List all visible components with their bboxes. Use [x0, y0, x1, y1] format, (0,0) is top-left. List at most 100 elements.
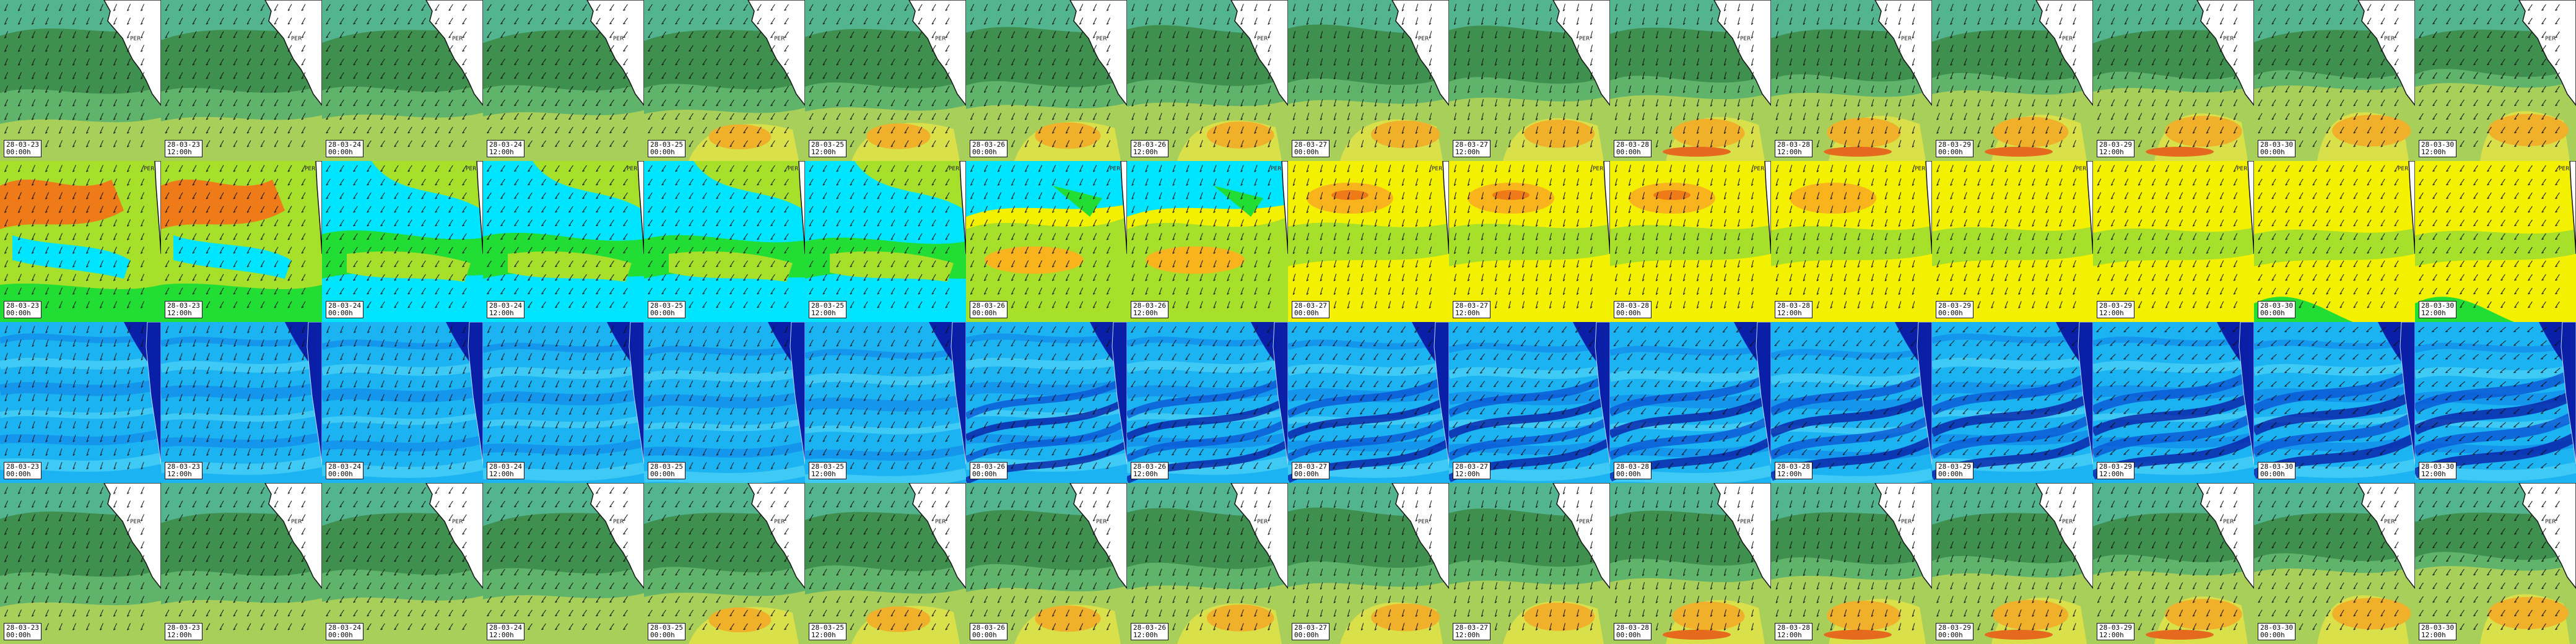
- forecast-tile[interactable]: PER 28-03-25 00:00h: [644, 483, 805, 644]
- forecast-tile[interactable]: PER 28-03-29 12:00h: [2093, 161, 2254, 322]
- timestamp-label: 28-03-30 12:00h: [2419, 623, 2456, 640]
- country-label: PER: [1915, 166, 1925, 172]
- forecast-tile[interactable]: 28-03-25 00:00h: [644, 322, 805, 483]
- forecast-tile[interactable]: PER 28-03-27 00:00h: [1288, 483, 1449, 644]
- country-label: PER: [613, 36, 624, 42]
- forecast-tile[interactable]: 28-03-28 12:00h: [1771, 322, 1932, 483]
- timestamp-date: 28-03-26: [972, 302, 1005, 310]
- forecast-tile[interactable]: PER 28-03-28 12:00h: [1771, 0, 1932, 161]
- timestamp-date: 28-03-26: [972, 141, 1005, 149]
- timestamp-label: 28-03-29 00:00h: [1936, 140, 1973, 157]
- forecast-tile[interactable]: PER 28-03-28 00:00h: [1610, 483, 1771, 644]
- forecast-tile[interactable]: PER 28-03-26 00:00h: [966, 161, 1127, 322]
- forecast-map: [0, 161, 161, 322]
- forecast-tile[interactable]: PER 28-03-23 12:00h: [161, 483, 322, 644]
- timestamp-date: 28-03-23: [6, 463, 39, 471]
- forecast-tile[interactable]: PER 28-03-25 12:00h: [805, 0, 966, 161]
- forecast-tile[interactable]: 28-03-25 12:00h: [805, 322, 966, 483]
- timestamp-date: 28-03-27: [1294, 463, 1327, 471]
- forecast-map: [483, 0, 644, 161]
- forecast-tile[interactable]: PER 28-03-23 00:00h: [0, 161, 161, 322]
- timestamp-time: 12:00h: [811, 149, 844, 156]
- forecast-tile[interactable]: PER 28-03-27 12:00h: [1449, 0, 1610, 161]
- forecast-tile[interactable]: PER 28-03-24 12:00h: [483, 483, 644, 644]
- timestamp-date: 28-03-30: [2421, 302, 2454, 310]
- timestamp-label: 28-03-30 00:00h: [2258, 623, 2295, 640]
- timestamp-label: 28-03-25 00:00h: [648, 462, 685, 479]
- forecast-tile[interactable]: 28-03-24 00:00h: [322, 322, 483, 483]
- forecast-tile[interactable]: PER 28-03-24 12:00h: [483, 0, 644, 161]
- forecast-map: [483, 161, 644, 322]
- forecast-tile[interactable]: 28-03-26 00:00h: [966, 322, 1127, 483]
- forecast-tile[interactable]: PER 28-03-29 00:00h: [1932, 161, 2093, 322]
- forecast-map: [1610, 0, 1771, 161]
- forecast-tile[interactable]: 28-03-27 12:00h: [1449, 322, 1610, 483]
- forecast-tile[interactable]: 28-03-29 12:00h: [2093, 322, 2254, 483]
- timestamp-date: 28-03-23: [167, 463, 200, 471]
- forecast-tile[interactable]: PER 28-03-28 00:00h: [1610, 161, 1771, 322]
- forecast-tile[interactable]: PER 28-03-24 00:00h: [322, 161, 483, 322]
- forecast-tile[interactable]: PER 28-03-26 00:00h: [966, 483, 1127, 644]
- forecast-tile[interactable]: PER 28-03-23 12:00h: [161, 0, 322, 161]
- timestamp-date: 28-03-27: [1455, 463, 1488, 471]
- forecast-tile[interactable]: 28-03-27 00:00h: [1288, 322, 1449, 483]
- timestamp-label: 28-03-30 00:00h: [2258, 301, 2295, 318]
- forecast-tile[interactable]: 28-03-26 12:00h: [1127, 322, 1288, 483]
- forecast-tile[interactable]: PER 28-03-25 12:00h: [805, 483, 966, 644]
- forecast-map: [1127, 483, 1288, 644]
- forecast-tile[interactable]: 28-03-23 00:00h: [0, 322, 161, 483]
- forecast-tile[interactable]: PER 28-03-27 12:00h: [1449, 161, 1610, 322]
- timestamp-time: 00:00h: [972, 310, 1005, 317]
- timestamp-label: 28-03-26 00:00h: [970, 462, 1007, 479]
- forecast-tile[interactable]: PER 28-03-29 00:00h: [1932, 483, 2093, 644]
- forecast-tile[interactable]: PER 28-03-30 12:00h: [2415, 161, 2576, 322]
- forecast-tile[interactable]: PER 28-03-27 00:00h: [1288, 161, 1449, 322]
- forecast-tile[interactable]: PER 28-03-23 12:00h: [161, 161, 322, 322]
- forecast-tile[interactable]: PER 28-03-29 00:00h: [1932, 0, 2093, 161]
- timestamp-time: 00:00h: [328, 471, 361, 478]
- forecast-tile[interactable]: PER 28-03-26 00:00h: [966, 0, 1127, 161]
- forecast-tile[interactable]: PER 28-03-30 12:00h: [2415, 483, 2576, 644]
- timestamp-label: 28-03-25 00:00h: [648, 140, 685, 157]
- forecast-tile[interactable]: PER 28-03-24 00:00h: [322, 0, 483, 161]
- forecast-tile[interactable]: PER 28-03-26 12:00h: [1127, 161, 1288, 322]
- forecast-tile[interactable]: PER 28-03-24 12:00h: [483, 161, 644, 322]
- timestamp-label: 28-03-28 12:00h: [1775, 140, 1812, 157]
- timestamp-date: 28-03-30: [2421, 624, 2454, 632]
- forecast-tile[interactable]: PER 28-03-30 12:00h: [2415, 0, 2576, 161]
- forecast-tile[interactable]: 28-03-30 00:00h: [2254, 322, 2415, 483]
- forecast-tile[interactable]: PER 28-03-25 00:00h: [644, 161, 805, 322]
- forecast-tile[interactable]: 28-03-30 12:00h: [2415, 322, 2576, 483]
- forecast-tile[interactable]: PER 28-03-24 00:00h: [322, 483, 483, 644]
- forecast-tile[interactable]: PER 28-03-29 12:00h: [2093, 483, 2254, 644]
- forecast-tile[interactable]: PER 28-03-27 00:00h: [1288, 0, 1449, 161]
- forecast-tile[interactable]: PER 28-03-25 00:00h: [644, 0, 805, 161]
- forecast-tile[interactable]: 28-03-24 12:00h: [483, 322, 644, 483]
- forecast-tile[interactable]: PER 28-03-29 12:00h: [2093, 0, 2254, 161]
- forecast-tile[interactable]: PER 28-03-28 12:00h: [1771, 483, 1932, 644]
- timestamp-label: 28-03-30 12:00h: [2419, 301, 2456, 318]
- forecast-tile[interactable]: PER 28-03-30 00:00h: [2254, 161, 2415, 322]
- timestamp-date: 28-03-26: [1133, 302, 1166, 310]
- forecast-tile[interactable]: PER 28-03-26 12:00h: [1127, 0, 1288, 161]
- timestamp-label: 28-03-23 12:00h: [165, 623, 202, 640]
- forecast-tile[interactable]: PER 28-03-30 00:00h: [2254, 483, 2415, 644]
- forecast-tile[interactable]: PER 28-03-23 00:00h: [0, 483, 161, 644]
- forecast-tile[interactable]: PER 28-03-23 00:00h: [0, 0, 161, 161]
- forecast-tile[interactable]: PER 28-03-26 12:00h: [1127, 483, 1288, 644]
- forecast-tile[interactable]: PER 28-03-25 12:00h: [805, 161, 966, 322]
- forecast-tile[interactable]: PER 28-03-27 12:00h: [1449, 483, 1610, 644]
- forecast-tile[interactable]: PER 28-03-28 00:00h: [1610, 0, 1771, 161]
- forecast-tile[interactable]: PER 28-03-28 12:00h: [1771, 161, 1932, 322]
- timestamp-time: 12:00h: [1455, 310, 1488, 317]
- country-label: PER: [1754, 166, 1764, 172]
- forecast-map: [1771, 0, 1932, 161]
- forecast-tile[interactable]: 28-03-23 12:00h: [161, 322, 322, 483]
- country-label: PER: [1901, 36, 1912, 42]
- forecast-tile[interactable]: PER 28-03-30 00:00h: [2254, 0, 2415, 161]
- timestamp-date: 28-03-30: [2260, 141, 2293, 149]
- timestamp-time: 12:00h: [1777, 310, 1810, 317]
- country-label: PER: [305, 166, 315, 172]
- forecast-tile[interactable]: 28-03-29 00:00h: [1932, 322, 2093, 483]
- forecast-tile[interactable]: 28-03-28 00:00h: [1610, 322, 1771, 483]
